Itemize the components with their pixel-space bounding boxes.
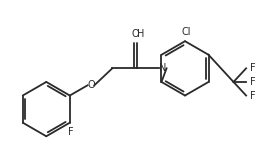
Text: F: F	[250, 91, 256, 100]
Text: O: O	[131, 29, 139, 39]
Text: H: H	[137, 29, 144, 39]
Text: F: F	[68, 127, 74, 137]
Text: O: O	[87, 80, 95, 90]
Text: F: F	[250, 77, 256, 87]
Text: F: F	[250, 63, 256, 73]
Text: Cl: Cl	[181, 27, 191, 37]
Text: N: N	[159, 63, 166, 73]
